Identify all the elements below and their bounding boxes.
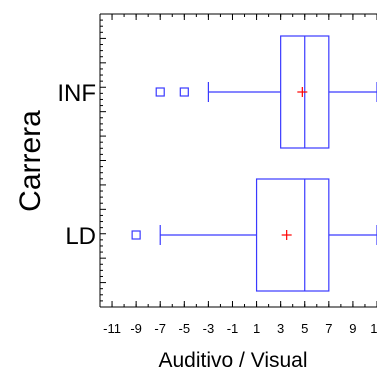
x-axis-label: Auditivo / Visual [158,349,307,372]
category-labels: INF LD [57,80,96,250]
x-tick-label: 9 [349,321,356,336]
box-series-ld [131,178,377,292]
y-axis-label: Carrera [14,110,47,212]
x-tick-label: 1 [253,321,260,336]
category-label: INF [57,80,96,107]
box-series-inf [155,35,377,149]
plot-frame [99,13,377,308]
outlier-point [131,230,141,240]
outlier-point [179,87,189,97]
outlier-point [155,87,165,97]
x-axis-ticks: -11-9-7-5-3-11357911 [103,321,377,336]
x-tick-label: -3 [203,321,215,336]
x-tick-label: 5 [301,321,308,336]
x-tick-label: 7 [325,321,332,336]
x-tick-label: -7 [154,321,166,336]
box-series-group [131,35,377,292]
x-tick-label: 11 [370,321,377,336]
category-label: LD [65,223,96,250]
iqr-box [255,178,330,292]
x-tick-label: -1 [227,321,239,336]
x-tick-label: 3 [277,321,284,336]
x-tick-label: -9 [130,321,142,336]
x-tick-label: -5 [179,321,191,336]
x-tick-label: -11 [103,321,121,336]
